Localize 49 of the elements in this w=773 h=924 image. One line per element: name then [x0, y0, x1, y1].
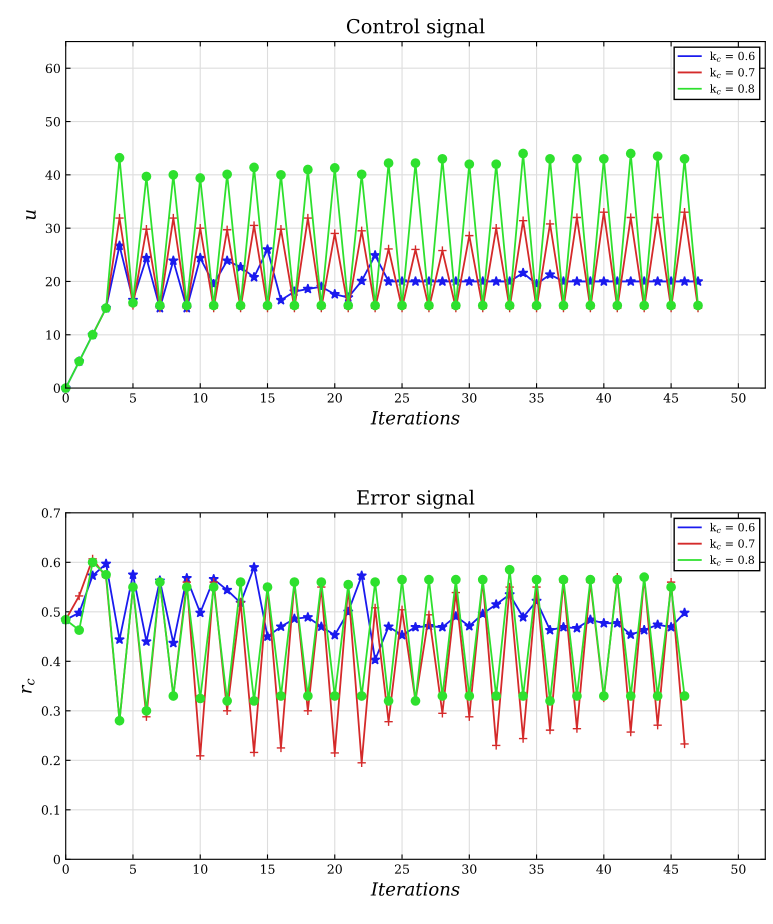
y-tick-label: 50	[46, 117, 60, 126]
x-axis-title: Iterations	[370, 882, 460, 896]
legend-label: k$_{c}$ = 0.6	[710, 52, 755, 62]
y-axis-title: r$_{c}$	[22, 678, 35, 694]
x-axis-title: Iterations	[370, 411, 460, 425]
y-tick-label: 40	[45, 170, 60, 180]
x-tick-label: 50	[731, 393, 746, 403]
chart-title: Error signal	[357, 490, 474, 509]
x-tick-label: 25	[394, 393, 410, 403]
x-tick-label: 40	[596, 393, 611, 403]
y-tick-label: 0	[54, 854, 60, 864]
y-tick-label: 0.2	[42, 756, 60, 766]
x-tick-label: 10	[194, 393, 208, 403]
x-tick-label: 40	[596, 864, 611, 874]
x-tick-label: 50	[731, 864, 746, 874]
x-tick-label: 10	[194, 864, 208, 874]
legend-label: k$_{c}$ = 0.7	[710, 539, 754, 550]
y-tick-label: 20	[46, 276, 60, 286]
legend-label: k$_{c}$ = 0.7	[710, 68, 754, 78]
x-tick-label: 45	[664, 864, 678, 874]
y-tick-label: 0.1	[42, 805, 60, 815]
chart-title: Control signal	[346, 18, 485, 38]
x-tick-label: 5	[130, 393, 136, 403]
x-tick-label: 45	[664, 393, 678, 403]
x-tick-label: 35	[530, 864, 544, 874]
x-tick-label: 15	[261, 864, 274, 874]
legend-label: k$_{c}$ = 0.8	[710, 555, 754, 566]
legend-label: k$_{c}$ = 0.6	[710, 522, 755, 534]
x-tick-label: 20	[328, 864, 342, 874]
x-tick-label: 15	[261, 393, 274, 403]
y-tick-label: 0.5	[42, 607, 60, 617]
x-tick-label: 30	[462, 393, 476, 403]
x-tick-label: 30	[462, 864, 476, 874]
x-tick-label: 0	[62, 393, 69, 403]
y-tick-label: 0.7	[42, 508, 60, 518]
x-tick-label: 25	[394, 864, 410, 874]
x-tick-label: 35	[530, 393, 544, 403]
x-tick-label: 5	[130, 864, 136, 874]
y-tick-label: 0.3	[42, 706, 60, 716]
y-tick-label: 30	[46, 224, 60, 234]
x-tick-label: 20	[328, 393, 342, 403]
legend-label: k$_{c}$ = 0.8	[710, 84, 754, 94]
y-tick-label: 0.6	[42, 558, 60, 568]
x-tick-label: 0	[62, 864, 69, 874]
y-axis-title: u	[26, 210, 36, 220]
y-tick-label: 0.4	[42, 656, 60, 666]
y-tick-label: 60	[46, 64, 60, 74]
y-tick-label: 0	[54, 384, 60, 394]
y-tick-label: 10	[46, 330, 60, 340]
